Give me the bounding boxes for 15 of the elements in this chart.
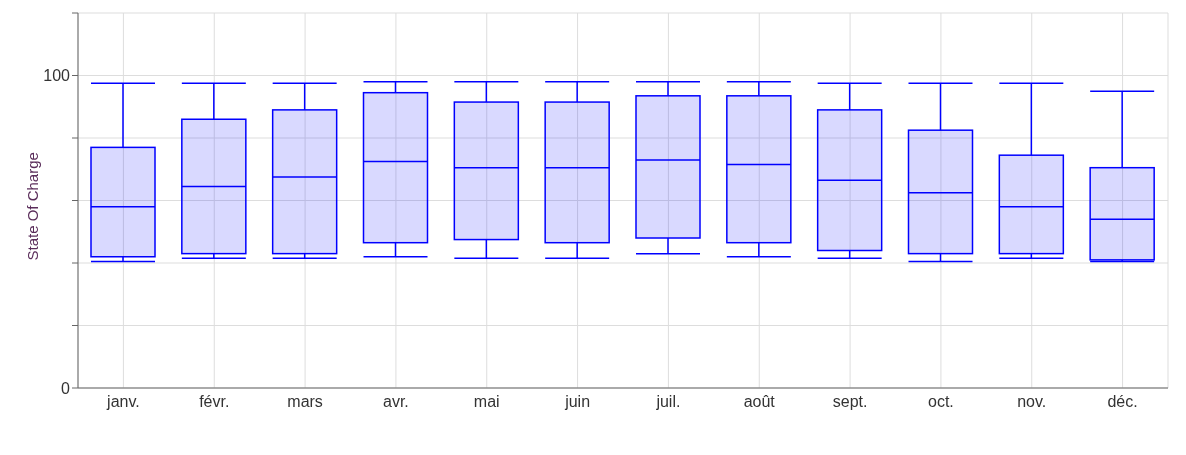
x-tick-label: avr. bbox=[383, 393, 409, 411]
y-axis-title: State Of Charge bbox=[24, 152, 42, 261]
y-tick-label: 100 bbox=[43, 67, 71, 85]
x-tick-label: mai bbox=[473, 393, 500, 411]
x-tick-label: janv. bbox=[106, 393, 140, 411]
x-tick-label: déc. bbox=[1107, 393, 1138, 411]
x-tick-label: juin bbox=[564, 393, 591, 411]
x-tick-label: juil. bbox=[655, 393, 681, 411]
x-tick-label: mars bbox=[287, 393, 323, 411]
x-tick-label: août bbox=[743, 393, 776, 411]
x-tick-label: févr. bbox=[199, 393, 230, 411]
x-tick-label: sept. bbox=[832, 393, 868, 411]
x-tick-label: oct. bbox=[928, 393, 954, 411]
x-tick-label: nov. bbox=[1017, 393, 1047, 411]
y-tick-label: 0 bbox=[61, 379, 71, 397]
